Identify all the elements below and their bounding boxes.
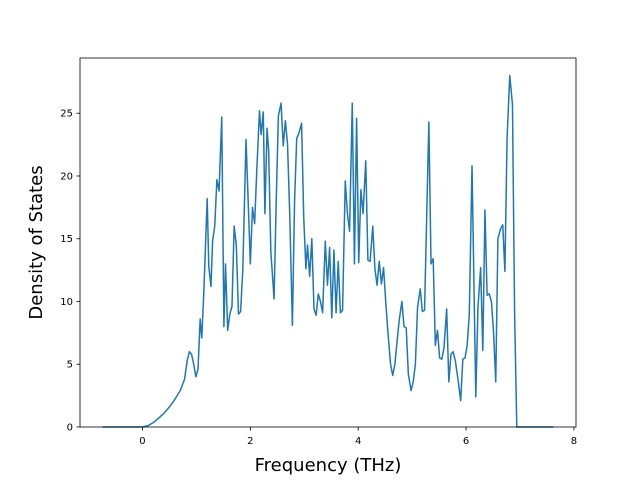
x-tick-label: 2: [247, 436, 253, 447]
y-tick-label: 25: [60, 109, 73, 120]
x-tick-label: 0: [139, 436, 145, 447]
plot-frame: [79, 57, 577, 428]
y-tick-label: 20: [60, 171, 73, 182]
y-tick-label: 15: [60, 234, 73, 245]
y-tick-label: 5: [67, 360, 73, 371]
x-axis-label: Frequency (THz): [255, 455, 402, 476]
y-tick-label: 10: [60, 297, 73, 308]
y-tick-label: 0: [67, 423, 73, 434]
y-axis-label: Density of States: [26, 165, 47, 319]
data-line: [102, 74, 554, 428]
x-tick-label: 6: [463, 436, 469, 447]
x-tick-label: 8: [571, 436, 577, 447]
x-tick-label: 4: [355, 436, 361, 447]
